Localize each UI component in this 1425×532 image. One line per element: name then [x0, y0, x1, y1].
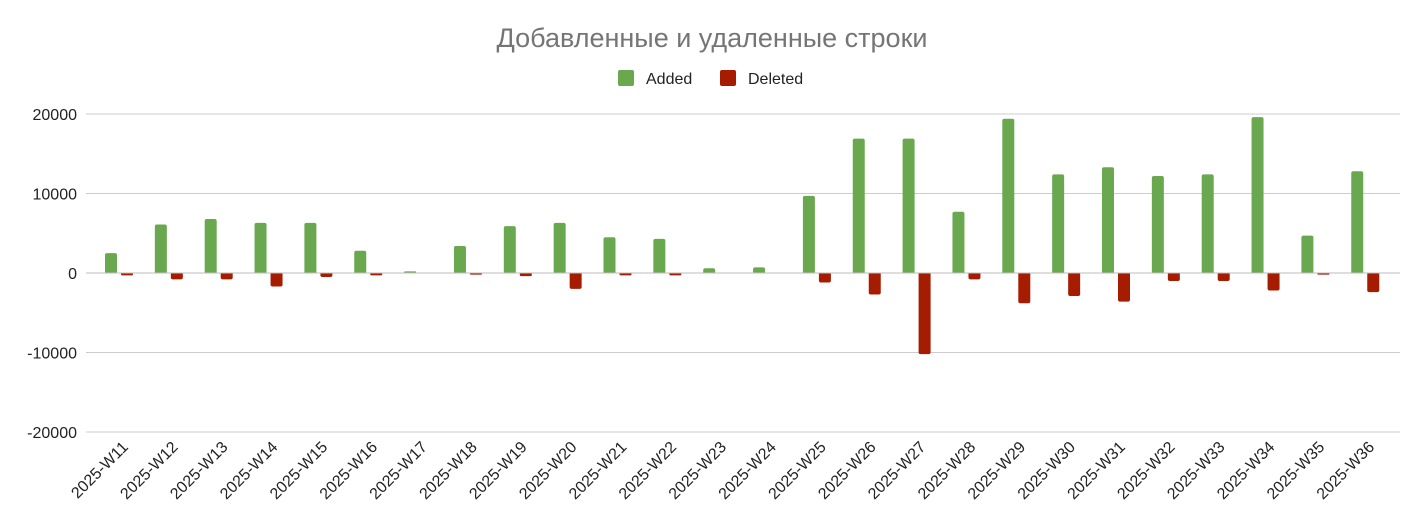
bars — [105, 117, 1380, 355]
bar-added-2025-W20[interactable] — [553, 222, 566, 273]
y-tick-label: 20000 — [33, 107, 78, 124]
bar-deleted-2025-W26[interactable] — [868, 273, 881, 295]
bar-deleted-2025-W20[interactable] — [569, 273, 582, 289]
y-tick-label: 0 — [68, 266, 77, 283]
bar-added-2025-W18[interactable] — [453, 245, 466, 273]
legend-label-deleted: Deleted — [748, 71, 803, 88]
bar-deleted-2025-W21[interactable] — [619, 273, 632, 276]
bar-deleted-2025-W16[interactable] — [370, 273, 383, 276]
bar-deleted-2025-W30[interactable] — [1068, 273, 1081, 297]
y-tick-label: -10000 — [27, 346, 77, 363]
bar-deleted-2025-W13[interactable] — [220, 273, 233, 280]
bar-added-2025-W12[interactable] — [154, 224, 167, 273]
bar-deleted-2025-W25[interactable] — [818, 273, 831, 283]
y-tick-label: -20000 — [27, 425, 77, 442]
legend-label-added: Added — [646, 71, 692, 88]
bar-deleted-2025-W14[interactable] — [270, 273, 283, 287]
bar-deleted-2025-W19[interactable] — [519, 273, 532, 277]
bar-added-2025-W36[interactable] — [1351, 171, 1364, 273]
bar-added-2025-W19[interactable] — [503, 226, 516, 273]
bar-added-2025-W21[interactable] — [603, 237, 616, 273]
bar-added-2025-W28[interactable] — [952, 211, 965, 273]
bar-added-2025-W30[interactable] — [1052, 174, 1065, 273]
bar-deleted-2025-W11[interactable] — [121, 273, 133, 276]
bar-deleted-2025-W12[interactable] — [170, 273, 183, 280]
bar-deleted-2025-W33[interactable] — [1217, 273, 1230, 281]
bar-deleted-2025-W32[interactable] — [1167, 273, 1180, 281]
bar-deleted-2025-W29[interactable] — [1018, 273, 1031, 304]
bar-deleted-2025-W31[interactable] — [1118, 273, 1130, 302]
legend: Added Deleted — [618, 70, 803, 88]
bar-deleted-2025-W34[interactable] — [1267, 273, 1280, 291]
bar-added-2025-W35[interactable] — [1301, 235, 1314, 273]
bar-added-2025-W31[interactable] — [1102, 167, 1114, 273]
y-axis-ticks: 20000 10000 0 -10000 -20000 — [27, 107, 77, 442]
legend-swatch-deleted — [720, 70, 736, 86]
bar-deleted-2025-W22[interactable] — [669, 273, 682, 276]
bar-added-2025-W16[interactable] — [354, 250, 367, 273]
bar-added-2025-W29[interactable] — [1002, 118, 1015, 274]
bar-added-2025-W33[interactable] — [1201, 174, 1214, 273]
bar-deleted-2025-W15[interactable] — [320, 273, 333, 277]
bar-added-2025-W11[interactable] — [105, 253, 117, 273]
y-tick-label: 10000 — [33, 187, 78, 204]
bar-added-2025-W34[interactable] — [1251, 117, 1264, 274]
bar-added-2025-W15[interactable] — [304, 222, 317, 273]
bar-deleted-2025-W28[interactable] — [968, 273, 981, 280]
bar-added-2025-W32[interactable] — [1151, 176, 1164, 273]
bar-deleted-2025-W36[interactable] — [1367, 273, 1380, 293]
bar-added-2025-W24[interactable] — [753, 267, 766, 273]
bar-added-2025-W22[interactable] — [653, 238, 666, 273]
bar-added-2025-W25[interactable] — [802, 195, 815, 273]
bar-added-2025-W23[interactable] — [703, 268, 716, 273]
bar-added-2025-W26[interactable] — [852, 138, 865, 273]
bar-deleted-2025-W27[interactable] — [918, 273, 931, 355]
x-axis-ticks: 2025-W112025-W122025-W132025-W142025-W15… — [68, 439, 1378, 503]
bar-added-2025-W27[interactable] — [902, 138, 915, 273]
legend-item-deleted[interactable]: Deleted — [720, 70, 803, 88]
bar-added-2025-W14[interactable] — [254, 222, 267, 273]
legend-swatch-added — [618, 70, 634, 86]
bar-added-2025-W13[interactable] — [204, 218, 217, 273]
legend-item-added[interactable]: Added — [618, 70, 692, 88]
chart-title: Добавленные и удаленные строки — [497, 23, 928, 53]
